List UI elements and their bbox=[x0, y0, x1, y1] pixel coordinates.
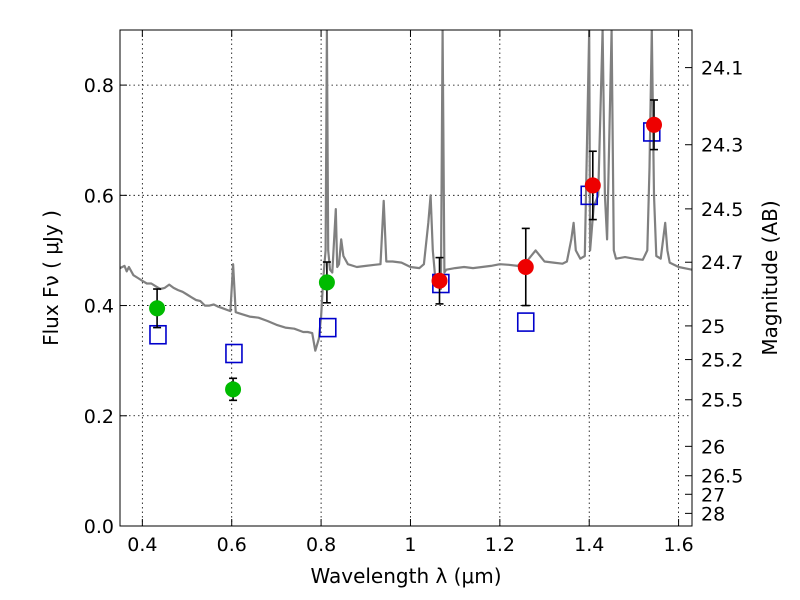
axis-ticks: 0.4 0.6 0.8 1 1.2 1.4 1.6 0.0 0.2 0.4 0.6 0.8 24.1 24… bbox=[84, 30, 743, 556]
observed-infrared-point bbox=[584, 177, 601, 194]
x-tick-label: 0.8 bbox=[306, 534, 336, 556]
plot-frame bbox=[119, 29, 693, 527]
magnitude-tick-label: 25 bbox=[701, 316, 725, 338]
magnitude-tick-label: 26.5 bbox=[701, 466, 743, 488]
y-tick-label: 0.2 bbox=[84, 406, 114, 428]
magnitude-tick-label: 27 bbox=[701, 484, 725, 506]
magnitude-tick-label: 24.1 bbox=[701, 58, 743, 80]
data-marks bbox=[120, 30, 692, 402]
y-axis-label: Flux Fν ( μJy ) bbox=[39, 210, 63, 346]
x-tick-label: 1.6 bbox=[663, 534, 693, 556]
x-tick-label: 0.4 bbox=[127, 534, 157, 556]
model-photometry-square bbox=[149, 324, 167, 345]
observed-optical-point bbox=[225, 381, 242, 398]
magnitude-tick-label: 25.5 bbox=[701, 390, 743, 412]
x-tick-label: 1.4 bbox=[574, 534, 604, 556]
model-photometry-square bbox=[225, 343, 243, 364]
y-tick-label: 0.8 bbox=[84, 75, 114, 97]
x-axis-label: Wavelength λ (μm) bbox=[310, 564, 501, 588]
magnitude-tick-label: 28 bbox=[701, 503, 725, 525]
y-tick-label: 0.4 bbox=[84, 296, 114, 318]
observed-optical-point bbox=[149, 300, 166, 317]
y-tick-label: 0.6 bbox=[84, 185, 114, 207]
spectrum-line bbox=[120, 30, 692, 352]
model-photometry-square bbox=[318, 317, 337, 338]
plot-area bbox=[120, 30, 692, 526]
magnitude-tick-label: 24.3 bbox=[701, 135, 743, 157]
x-tick-label: 1.2 bbox=[485, 534, 515, 556]
observed-optical-point bbox=[318, 274, 335, 291]
observed-infrared-point bbox=[517, 258, 534, 275]
magnitude-tick-label: 25.2 bbox=[701, 350, 743, 372]
observed-infrared-point bbox=[431, 272, 448, 289]
observed-infrared-point bbox=[646, 116, 663, 133]
model-photometry-square bbox=[516, 312, 535, 332]
magnitude-tick-label: 24.7 bbox=[701, 252, 743, 274]
x-tick-label: 0.6 bbox=[217, 534, 247, 556]
magnitude-tick-label: 24.5 bbox=[701, 199, 743, 221]
magnitude-axis-label: Magnitude (AB) bbox=[758, 200, 782, 355]
x-tick-label: 1 bbox=[404, 534, 416, 556]
y-tick-label: 0.0 bbox=[84, 516, 114, 538]
magnitude-tick-label: 26 bbox=[701, 436, 725, 458]
